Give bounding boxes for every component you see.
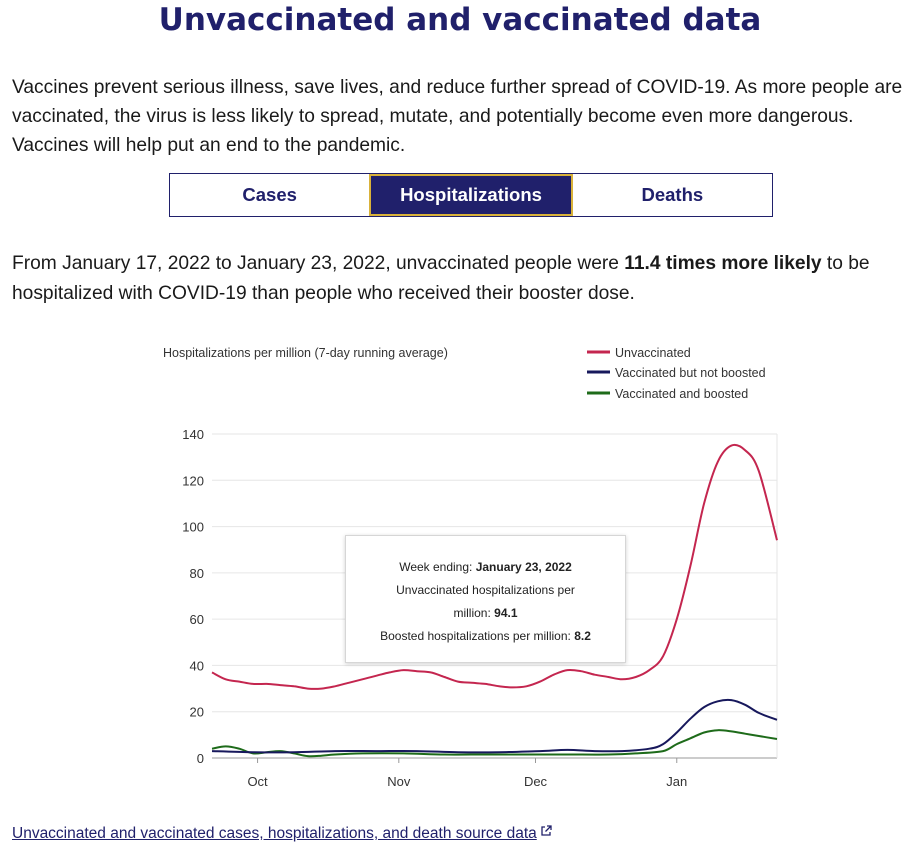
intro-paragraph: Vaccines prevent serious illness, save l… [12, 77, 903, 156]
series-line-vaccinated-not-boosted [211, 698, 778, 754]
legend-label-unvaccinated: Unvaccinated [615, 346, 691, 360]
legend-label-vaccinated-not-boosted: Vaccinated but not boosted [615, 366, 766, 380]
tooltip-unvax-row: million: 94.1 [346, 602, 625, 625]
summary-highlight: 11.4 times more likely [624, 253, 822, 274]
y-tick-label: 40 [190, 658, 204, 673]
y-tick-label: 20 [190, 705, 204, 720]
x-axis-ticks: Oct Nov Dec Jan [247, 758, 687, 789]
x-tick-label: Dec [524, 774, 548, 789]
tab-cases[interactable]: Cases [242, 184, 297, 205]
data-type-tabs: Cases Hospitalizations Deaths [169, 173, 773, 217]
x-tick-label: Oct [247, 774, 268, 789]
y-tick-label: 140 [182, 427, 204, 442]
tab-deaths[interactable]: Deaths [641, 184, 704, 205]
source-data-link[interactable]: Unvaccinated and vaccinated cases, hospi… [12, 824, 552, 843]
x-tick-label: Jan [666, 774, 687, 789]
source-data-link-text: Unvaccinated and vaccinated cases, hospi… [12, 825, 537, 842]
y-axis-ticks: 0 20 40 60 80 100 120 140 [182, 427, 204, 766]
tooltip-boosted-label: Boosted hospitalizations per million: [380, 629, 575, 643]
summary-paragraph: From January 17, 2022 to January 23, 202… [12, 249, 912, 309]
tooltip-unvax-label-2: million: [453, 606, 495, 620]
chart-series [211, 443, 778, 758]
tab-hospitalizations[interactable]: Hospitalizations [369, 174, 573, 216]
tooltip-boosted-value: 8.2 [574, 629, 591, 643]
legend-label-vaccinated-boosted: Vaccinated and boosted [615, 387, 748, 401]
page-title: Unvaccinated and vaccinated data [158, 2, 762, 38]
series-line-unvaccinated [211, 443, 778, 690]
tooltip-unvax-value: 94.1 [494, 606, 518, 620]
y-tick-label: 80 [190, 566, 204, 581]
y-tick-label: 0 [197, 751, 204, 766]
chart-legend: Unvaccinated Vaccinated but not boosted … [587, 346, 766, 401]
summary-text-start: From January 17, 2022 to January 23, 202… [12, 253, 625, 274]
tooltip-boosted-row: Boosted hospitalizations per million: 8.… [346, 625, 625, 648]
y-tick-label: 100 [182, 520, 204, 535]
summary-text-end: to be hospitalized with COVID-19 than pe… [12, 253, 870, 304]
tooltip-week-row: Week ending: January 23, 2022 [346, 556, 625, 579]
y-tick-label: 60 [190, 612, 204, 627]
tooltip-week-label: Week ending: [399, 560, 476, 574]
y-axis-label: Hospitalizations per million (7-day runn… [163, 346, 448, 360]
tooltip-week-value: January 23, 2022 [475, 560, 572, 574]
y-tick-label: 120 [182, 473, 204, 488]
chart-tooltip: Week ending: January 23, 2022 Unvaccinat… [345, 535, 626, 663]
tooltip-unvax-label: Unvaccinated hospitalizations per [396, 583, 575, 597]
hospitalizations-line-chart: Hospitalizations per million (7-day runn… [163, 346, 778, 789]
x-tick-label: Nov [387, 774, 411, 789]
external-link-icon [540, 824, 552, 842]
